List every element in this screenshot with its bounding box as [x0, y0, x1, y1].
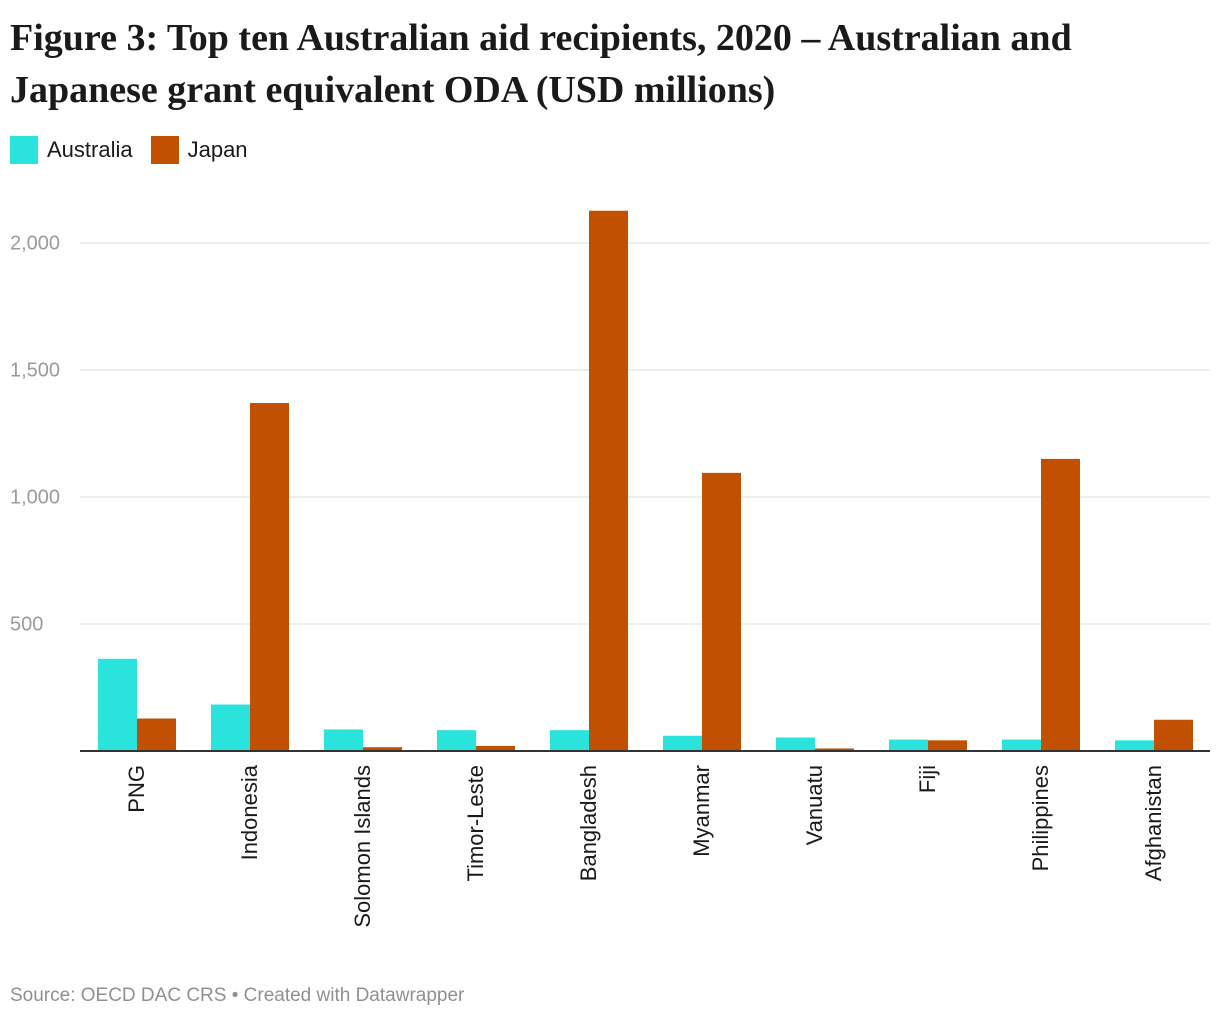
legend-item-japan: Japan [150, 136, 248, 164]
bar-australia [889, 739, 928, 751]
bar-japan [137, 718, 176, 751]
bar-australia [550, 730, 589, 751]
y-tick-label: 1,000 [10, 486, 60, 508]
legend-swatch-japan [150, 136, 179, 164]
legend-item-australia: Australia [10, 136, 133, 164]
bar-australia [324, 729, 363, 751]
bar-japan [476, 745, 515, 751]
source-note: Source: OECD DAC CRS • Created with Data… [10, 985, 465, 1006]
bar-australia [776, 737, 815, 751]
y-tick-label: 2,000 [10, 232, 60, 254]
x-tick-label: PNG [124, 765, 149, 813]
bar-japan [928, 740, 967, 751]
bar-australia [211, 704, 250, 751]
x-tick-label: Timor-Leste [463, 765, 488, 882]
bar-japan [815, 748, 854, 751]
x-tick-label: Myanmar [689, 765, 714, 857]
legend: Australia Japan [10, 136, 266, 164]
legend-label-australia: Australia [47, 137, 133, 162]
bar-chart: 500 1,000 1,500 2,000 PNG Indonesia Solomon Is… [10, 210, 1210, 928]
bar-australia [437, 730, 476, 751]
bar-australia [1002, 739, 1041, 751]
bar-australia [98, 658, 137, 751]
bar-australia [663, 735, 702, 751]
legend-swatch-australia [10, 136, 38, 164]
chart-title: Figure 3: Top ten Australian aid recipie… [10, 17, 1072, 111]
bar-japan [250, 403, 289, 751]
bar-japan [1154, 719, 1193, 751]
bar-japan [702, 472, 741, 751]
y-tick-label: 500 [10, 613, 43, 635]
x-tick-label: Afghanistan [1141, 765, 1166, 881]
y-tick-label: 1,500 [10, 359, 60, 381]
bar-japan [589, 210, 628, 751]
x-tick-label: Philippines [1028, 765, 1053, 871]
bar-japan [363, 747, 402, 751]
x-tick-label: Solomon Islands [350, 765, 375, 928]
bar-australia [1115, 740, 1154, 751]
x-tick-label: Bangladesh [576, 765, 601, 881]
x-tick-label: Vanuatu [802, 765, 827, 845]
x-tick-label: Fiji [915, 765, 940, 793]
x-tick-label: Indonesia [237, 764, 262, 860]
bar-japan [1041, 458, 1080, 751]
legend-label-japan: Japan [187, 137, 248, 162]
